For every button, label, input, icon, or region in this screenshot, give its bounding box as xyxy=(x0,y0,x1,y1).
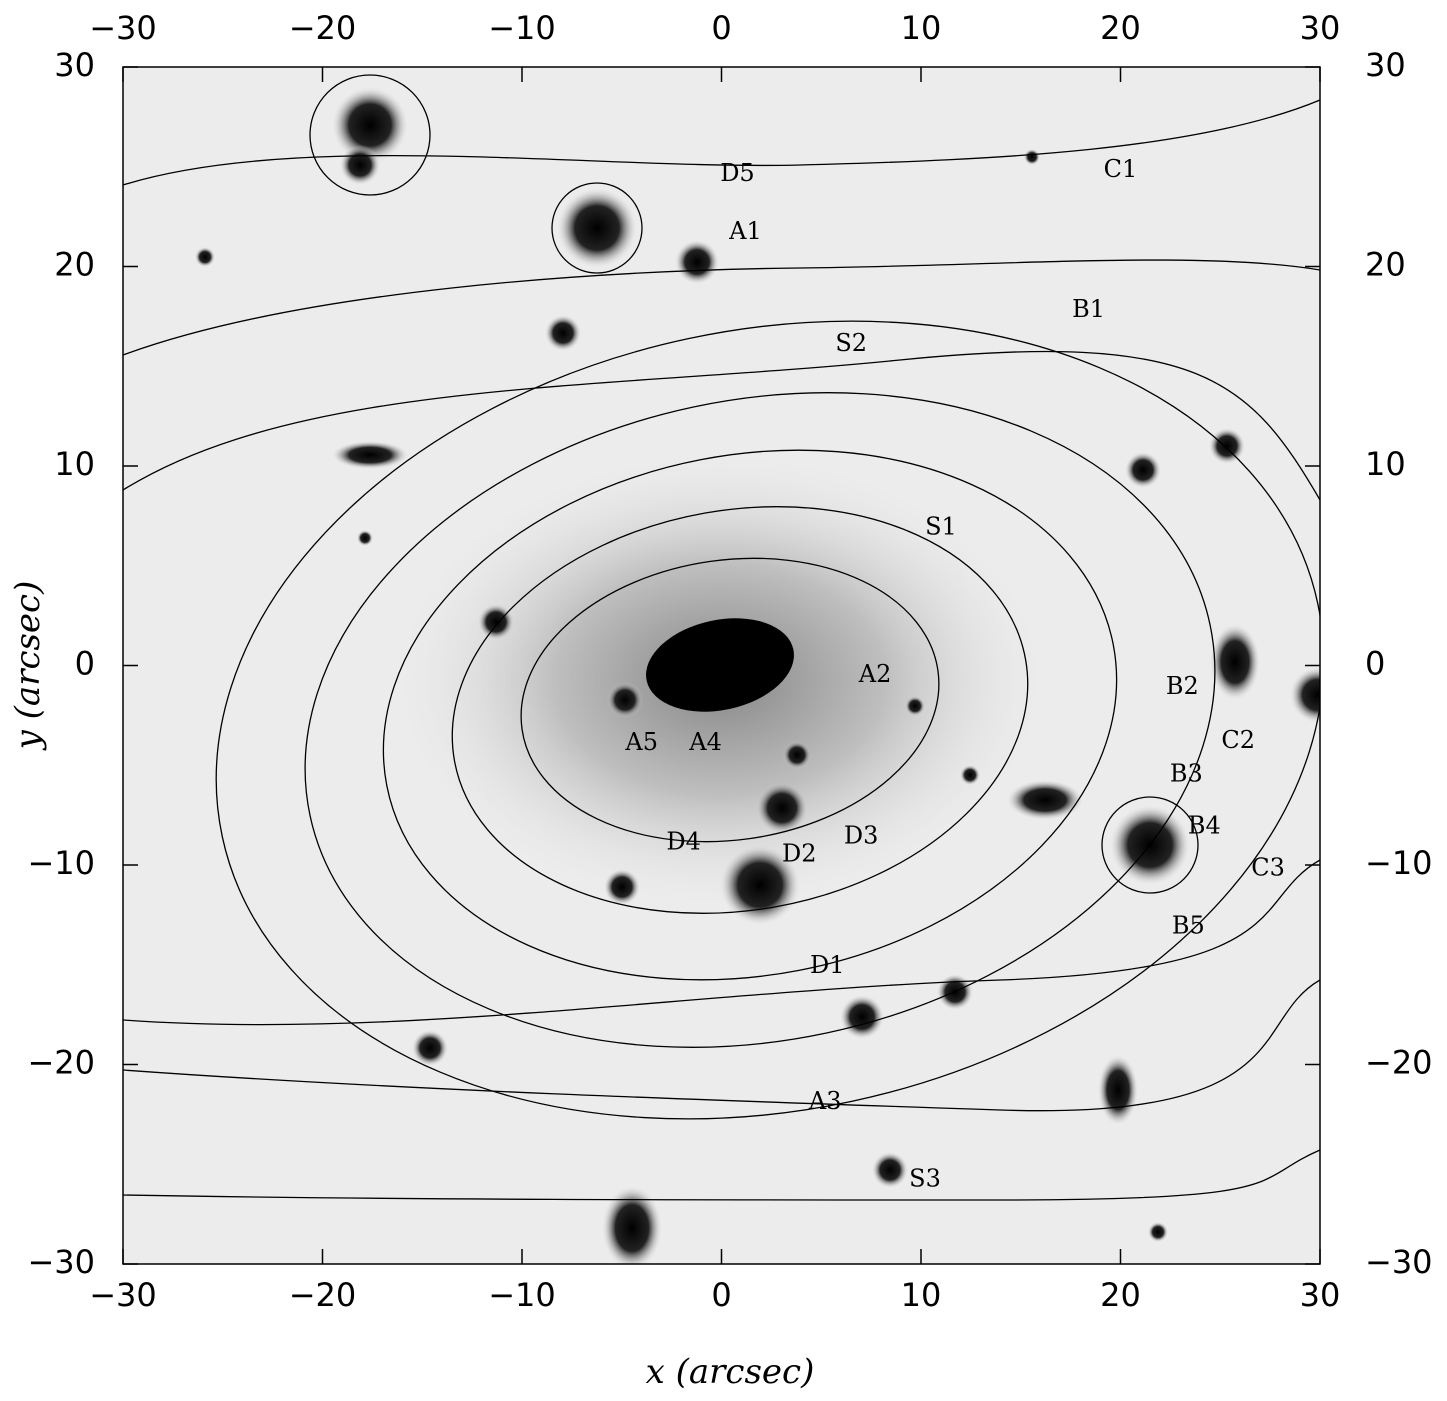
x-tick-label: 20 xyxy=(1100,1276,1141,1314)
annotation: A1 xyxy=(728,217,762,245)
x-tick-label-top: −20 xyxy=(289,9,357,47)
annotation: B2 xyxy=(1166,672,1199,700)
x-tick-label-top: 0 xyxy=(711,9,731,47)
y-tick-label-right: −10 xyxy=(1365,844,1433,882)
x-tick-label-top: 20 xyxy=(1100,9,1141,47)
contours xyxy=(123,74,1320,1201)
x-tick-label-top: 30 xyxy=(1300,9,1341,47)
y-tick-label: −10 xyxy=(27,844,95,882)
y-tick-label-right: −30 xyxy=(1365,1243,1433,1281)
y-tick-label-right: 10 xyxy=(1365,445,1406,483)
y-tick-label: 30 xyxy=(54,46,95,84)
x-tick-label: 10 xyxy=(901,1276,942,1314)
x-tick-label: 0 xyxy=(711,1276,731,1314)
y-tick-label-right: 30 xyxy=(1365,46,1406,84)
bcg xyxy=(646,618,794,712)
annotation: A4 xyxy=(688,728,722,756)
annotation: D2 xyxy=(782,840,817,868)
annotation: D1 xyxy=(810,951,845,979)
y-axis-title: y (arcsec) xyxy=(8,581,48,752)
annotation: C2 xyxy=(1221,726,1255,754)
annotation: D5 xyxy=(720,159,755,187)
x-tick-label: −10 xyxy=(488,1276,556,1314)
annotation: D3 xyxy=(844,822,879,850)
image xyxy=(123,74,1320,1264)
annotation: S3 xyxy=(909,1165,941,1193)
x-tick-label: −20 xyxy=(289,1276,357,1314)
annotation: B3 xyxy=(1170,760,1203,788)
y-tick-label: −30 xyxy=(27,1243,95,1281)
annotation: A5 xyxy=(624,728,658,756)
annotation: B4 xyxy=(1188,812,1221,840)
annotation: C1 xyxy=(1104,155,1138,183)
y-tick-label-right: −20 xyxy=(1365,1044,1433,1082)
annotation: A2 xyxy=(858,660,892,688)
x-tick-label: 30 xyxy=(1300,1276,1341,1314)
y-tick-label: 10 xyxy=(54,445,95,483)
annotation: S1 xyxy=(925,512,957,540)
x-tick-label: −30 xyxy=(89,1276,157,1314)
annotation: C3 xyxy=(1251,853,1285,881)
annotation: D4 xyxy=(666,828,701,856)
y-tick-label: 0 xyxy=(75,645,95,683)
y-tick-label-right: 20 xyxy=(1365,246,1406,284)
annotation: A3 xyxy=(808,1087,842,1115)
x-tick-label-top: 10 xyxy=(901,9,942,47)
annotation: B5 xyxy=(1172,911,1205,939)
x-tick-label-top: −30 xyxy=(89,9,157,47)
y-tick-label-right: 0 xyxy=(1365,645,1385,683)
galaxies xyxy=(195,87,1320,1264)
x-axis-title: x (arcsec) xyxy=(646,1352,815,1392)
y-tick-label: 20 xyxy=(54,246,95,284)
y-tick-label: −20 xyxy=(27,1044,95,1082)
x-tick-label-top: −10 xyxy=(488,9,556,47)
annotation: B1 xyxy=(1072,295,1105,323)
annotation: S2 xyxy=(835,329,867,357)
